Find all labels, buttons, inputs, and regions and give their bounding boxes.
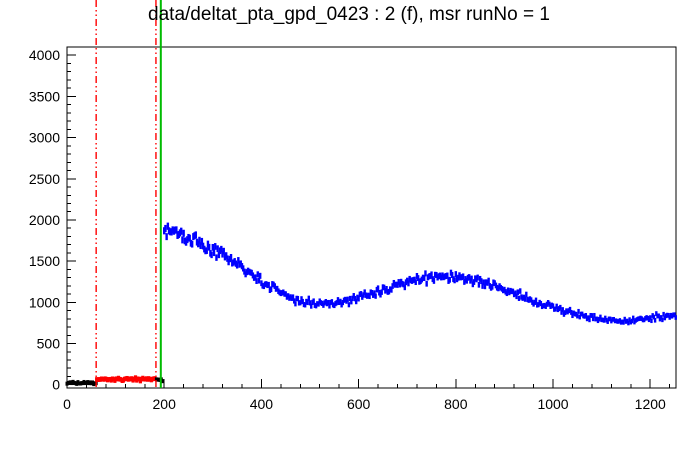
y-axis: 0 500 1000 1500 2000 2500 3000 3500 4000 xyxy=(29,46,76,393)
marker-lines xyxy=(95,0,162,388)
x-tick-label: 800 xyxy=(444,396,468,412)
y-tick-label: 2500 xyxy=(29,171,60,187)
background-window-series xyxy=(95,375,157,384)
y-tick-label: 3500 xyxy=(29,88,60,104)
x-tick-label: 0 xyxy=(63,396,71,412)
x-tick-label: 1000 xyxy=(537,396,568,412)
y-tick-label: 4000 xyxy=(29,47,60,63)
x-tick-label: 600 xyxy=(347,396,371,412)
y-tick-label: 3000 xyxy=(29,130,60,146)
x-tick-label: 200 xyxy=(153,396,177,412)
decay-signal-series xyxy=(163,222,677,326)
plot-frame xyxy=(66,46,677,389)
y-tick-label: 1000 xyxy=(29,294,60,310)
y-tick-label: 500 xyxy=(37,336,61,352)
y-tick-label: 0 xyxy=(52,377,60,393)
x-tick-label: 400 xyxy=(250,396,274,412)
x-tick-label: 1200 xyxy=(635,396,666,412)
y-tick-label: 1500 xyxy=(29,253,60,269)
y-tick-label: 2000 xyxy=(29,212,60,228)
chart-title: data/deltat_pta_gpd_0423 : 2 (f), msr ru… xyxy=(148,4,550,25)
x-axis: 0 200 400 600 800 1000 1200 xyxy=(63,379,671,412)
